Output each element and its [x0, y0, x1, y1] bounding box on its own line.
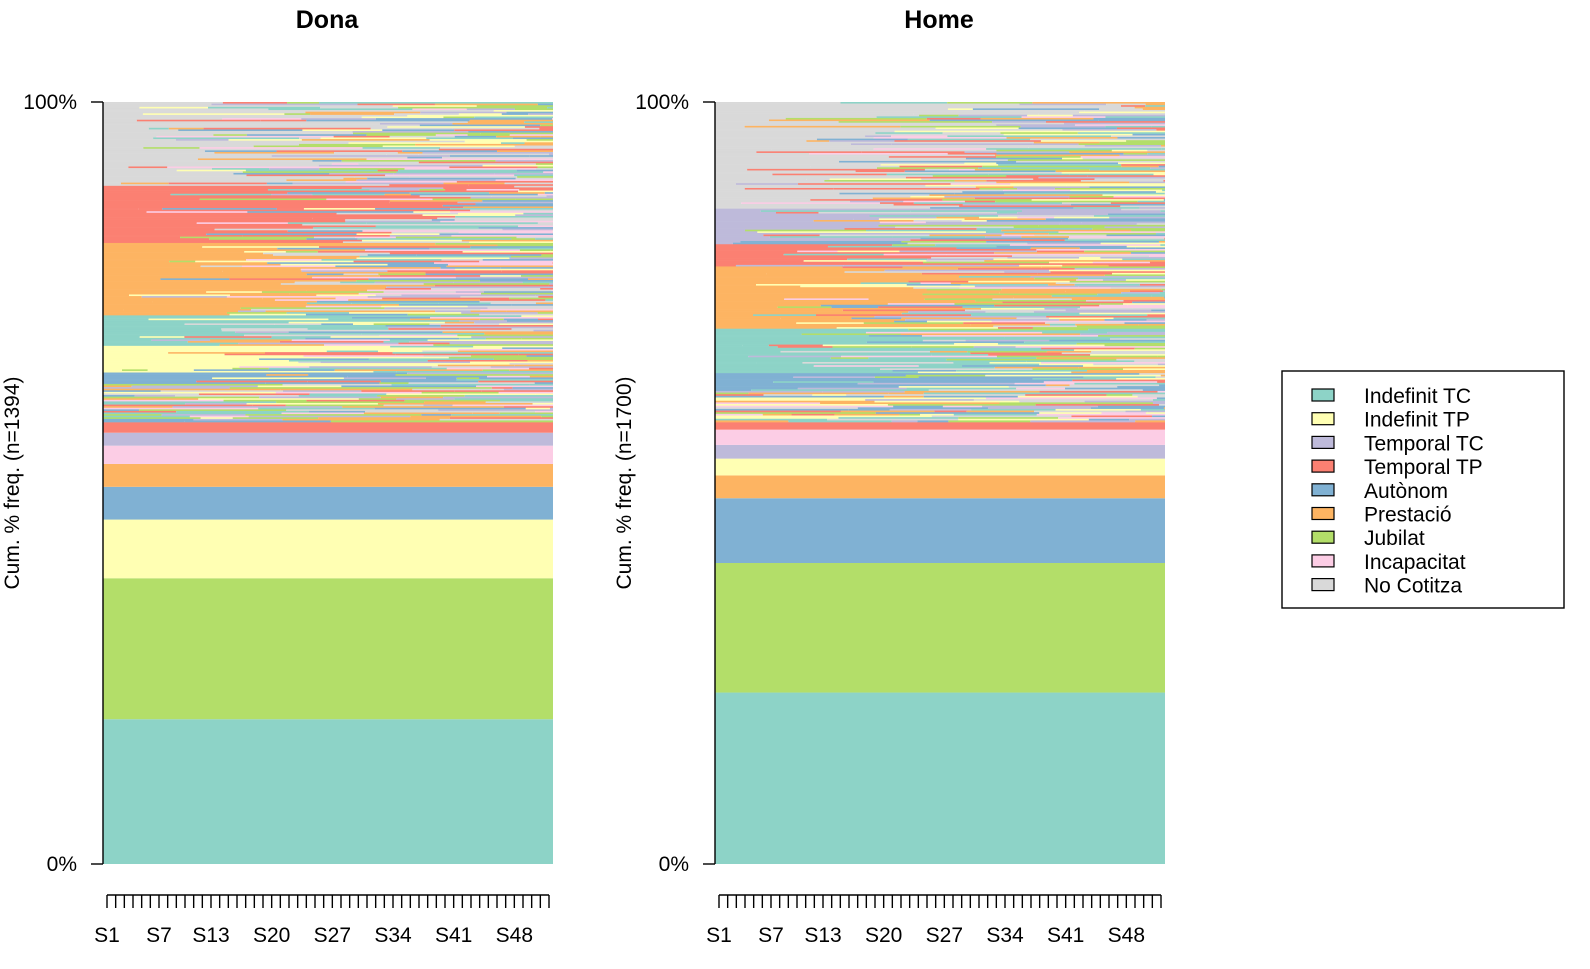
- stable-block-autònom: [715, 498, 1165, 564]
- stable-block-autònom: [103, 486, 553, 520]
- x-tick-label: S34: [986, 924, 1024, 947]
- stable-block-prestació: [715, 475, 1165, 499]
- panel-home: Home 0% 100% Cum. % freq. (n=1700) S1 S7 S13 S2…: [613, 6, 1165, 947]
- x-tick-label: S27: [926, 924, 963, 947]
- x-tick-label: S7: [146, 924, 172, 947]
- mixed-band-indefinit-tc: [715, 328, 1165, 374]
- mixed-band-no-cotitza: [103, 102, 553, 187]
- stable-block-indefinit-tp: [103, 519, 553, 579]
- stable-block-jubilat: [715, 563, 1165, 693]
- x-tick-label: S13: [192, 924, 229, 947]
- legend-swatch: [1311, 554, 1335, 568]
- y-axis-title: Cum. % freq. (n=1394): [1, 376, 24, 589]
- legend-label: Indefinit TC: [1364, 385, 1471, 408]
- x-tick-label: S13: [804, 924, 841, 947]
- mixed-band-prestació: [103, 242, 553, 316]
- stable-block-temporal-tc: [715, 444, 1165, 459]
- legend-label: Prestació: [1364, 504, 1452, 527]
- x-tick-label: S48: [1108, 924, 1145, 947]
- x-tick-label: S41: [1047, 924, 1084, 947]
- stable-block-indefinit-tc: [715, 692, 1165, 864]
- mixed-band-mixed: [103, 383, 553, 423]
- legend-label: Jubilat: [1364, 527, 1425, 550]
- legend-label: Incapacitat: [1364, 551, 1466, 574]
- x-tick-label: S48: [496, 924, 533, 947]
- legend-swatch: [1311, 459, 1335, 473]
- stable-block-incapacitat: [103, 445, 553, 464]
- legend-swatch: [1311, 388, 1335, 402]
- x-tick-label: S34: [374, 924, 412, 947]
- legend-swatch: [1311, 483, 1335, 497]
- panel-title: Dona: [296, 6, 360, 34]
- x-tick-label: S7: [758, 924, 784, 947]
- legend-swatch: [1311, 577, 1335, 592]
- mixed-band-temporal-tc: [715, 208, 1165, 245]
- stable-block-temporal-tp: [715, 422, 1165, 430]
- legend-swatch: [1311, 506, 1335, 521]
- y-tick-label: 0%: [47, 853, 77, 876]
- legend-label: Autònom: [1364, 480, 1448, 503]
- mixed-band-autònom: [715, 373, 1165, 392]
- mixed-band-mixed: [715, 390, 1165, 423]
- legend-swatch: [1311, 412, 1335, 426]
- stable-block-incapacitat: [715, 429, 1165, 445]
- y-tick-label: 100%: [635, 91, 689, 114]
- legend-label: Temporal TP: [1364, 456, 1483, 479]
- x-tick-label: S1: [706, 924, 732, 947]
- stable-block-temporal-tp: [103, 422, 553, 433]
- legend-label: Temporal TC: [1364, 432, 1484, 455]
- stable-block-indefinit-tc: [103, 719, 553, 864]
- mixed-band-indefinit-tp: [103, 345, 553, 373]
- mixed-band-no-cotitza: [715, 102, 1165, 209]
- x-tick-label: S41: [435, 924, 472, 947]
- mixed-band-autònom: [103, 372, 553, 385]
- legend-label: Indefinit TP: [1364, 409, 1470, 432]
- legend-swatch: [1311, 530, 1335, 544]
- mixed-band-prestació: [715, 266, 1165, 329]
- mixed-band-temporal-tp: [715, 244, 1165, 267]
- stable-block-jubilat: [103, 578, 553, 720]
- mixed-band-temporal-tp: [103, 185, 553, 244]
- y-tick-label: 100%: [23, 91, 77, 114]
- x-tick-label: S20: [865, 924, 902, 947]
- stable-block-prestació: [103, 463, 553, 487]
- stable-block-temporal-tc: [103, 432, 553, 446]
- mixed-band-indefinit-tc: [103, 315, 553, 347]
- stable-block-indefinit-tp: [715, 458, 1165, 476]
- panel-title: Home: [904, 6, 974, 34]
- legend-label: No Cotitza: [1364, 575, 1462, 598]
- x-tick-label: S27: [314, 924, 351, 947]
- y-tick-label: 0%: [659, 853, 689, 876]
- y-axis-title: Cum. % freq. (n=1700): [613, 376, 636, 589]
- x-tick-label: S20: [253, 924, 290, 947]
- panel-dona: Dona 0% 100% Cum. % freq. (n=1394) S1 S7 S13 S2…: [1, 6, 553, 947]
- legend-swatch: [1311, 435, 1335, 449]
- x-tick-label: S1: [94, 924, 120, 947]
